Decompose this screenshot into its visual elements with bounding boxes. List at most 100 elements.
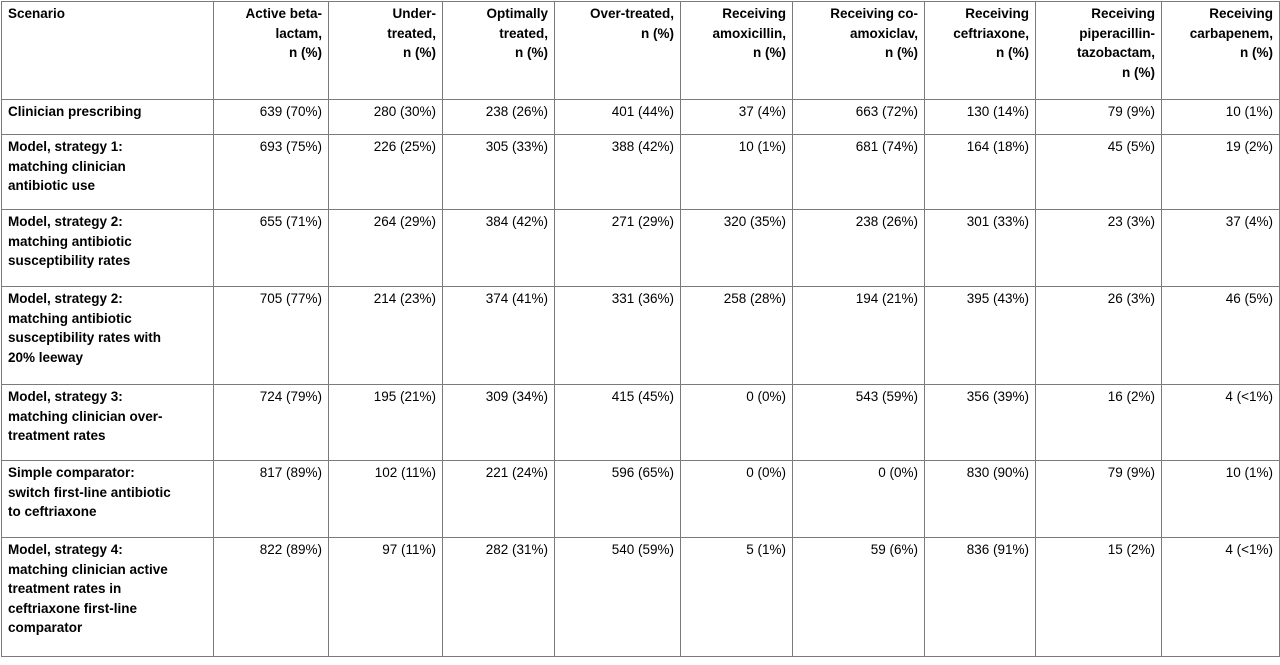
text-line: n (%) xyxy=(885,45,918,60)
text-line: antibiotic use xyxy=(8,178,96,193)
table-row: Model, strategy 1: matching clinician anti… xyxy=(1,134,1280,210)
value-cell-amox: 320 (35%) xyxy=(680,209,793,287)
value-cell-carb: 4 (<1%) xyxy=(1161,537,1280,657)
value-cell-pip: 15 (2%) xyxy=(1035,537,1162,657)
value-cell-amox: 0 (0%) xyxy=(680,384,793,461)
table-row: Clinician prescribing 639 (70%) 280 (30%) 2… xyxy=(1,99,1280,135)
value-cell-under: 280 (30%) xyxy=(328,99,443,135)
table-row: Model, strategy 2: matching antibiotic sus… xyxy=(1,286,1280,385)
text-line: matching antibiotic xyxy=(8,310,132,326)
value-cell-pip: 23 (3%) xyxy=(1035,209,1162,287)
value-cell-active: 639 (70%) xyxy=(213,99,329,135)
value-cell-coamox: 0 (0%) xyxy=(792,460,925,538)
scenario-cell: Simple comparator: switch first-line anti… xyxy=(1,460,214,538)
value-cell-optimal: 282 (31%) xyxy=(442,537,555,657)
text-line: to ceftriaxone xyxy=(8,504,97,519)
text-line: matching antibiotic xyxy=(8,233,132,249)
text-line: Active beta- xyxy=(245,6,322,21)
text-line: Clinician prescribing xyxy=(8,104,142,119)
text-line: treated, xyxy=(499,25,548,41)
text-line: n (%) xyxy=(289,45,322,60)
column-header-optimal: Optimally treated, n (%) xyxy=(442,1,555,100)
value-cell-active: 817 (89%) xyxy=(213,460,329,538)
text-line: n (%) xyxy=(641,25,674,41)
value-cell-optimal: 305 (33%) xyxy=(442,134,555,210)
text-line: comparator xyxy=(8,620,83,635)
text-line: ceftriaxone, xyxy=(953,25,1029,41)
value-cell-under: 97 (11%) xyxy=(328,537,443,657)
value-cell-active: 822 (89%) xyxy=(213,537,329,657)
value-cell-pip: 79 (9%) xyxy=(1035,99,1162,135)
value-cell-amox: 258 (28%) xyxy=(680,286,793,385)
column-header-active: Active beta-lactam, n (%) xyxy=(213,1,329,100)
value-cell-pip: 45 (5%) xyxy=(1035,134,1162,210)
text-line: Model, strategy 2: xyxy=(8,214,123,229)
text-line: matching clinician xyxy=(8,158,126,174)
table-row: Model, strategy 2: matching antibiotic sus… xyxy=(1,209,1280,287)
value-cell-optimal: 384 (42%) xyxy=(442,209,555,287)
text-line: Model, strategy 4: xyxy=(8,542,123,557)
value-cell-over: 596 (65%) xyxy=(554,460,681,538)
value-cell-optimal: 374 (41%) xyxy=(442,286,555,385)
value-cell-over: 401 (44%) xyxy=(554,99,681,135)
value-cell-under: 102 (11%) xyxy=(328,460,443,538)
value-cell-over: 540 (59%) xyxy=(554,537,681,657)
value-cell-coamox: 194 (21%) xyxy=(792,286,925,385)
text-line: Model, strategy 3: xyxy=(8,389,123,404)
scenario-cell: Clinician prescribing xyxy=(1,99,214,135)
text-line: tazobactam, xyxy=(1076,45,1155,60)
value-cell-under: 195 (21%) xyxy=(328,384,443,461)
value-cell-amox: 10 (1%) xyxy=(680,134,793,210)
value-cell-pip: 26 (3%) xyxy=(1035,286,1162,385)
value-cell-coamox: 59 (6%) xyxy=(792,537,925,657)
value-cell-coamox: 543 (59%) xyxy=(792,384,925,461)
value-cell-ceft: 836 (91%) xyxy=(924,537,1036,657)
table-row: Simple comparator: switch first-line anti… xyxy=(1,460,1280,538)
value-cell-ceft: 164 (18%) xyxy=(924,134,1036,210)
scenario-cell: Model, strategy 2: matching antibiotic sus… xyxy=(1,209,214,287)
text-line: Over-treated, xyxy=(589,6,674,21)
text-line: n (%) xyxy=(1240,45,1273,60)
scenario-cell: Model, strategy 3: matching clinician ove… xyxy=(1,384,214,461)
scenario-cell: Model, strategy 2: matching antibiotic sus… xyxy=(1,286,214,385)
value-cell-optimal: 221 (24%) xyxy=(442,460,555,538)
text-line: matching clinician over- xyxy=(8,408,163,424)
value-cell-coamox: 681 (74%) xyxy=(792,134,925,210)
text-line: n (%) xyxy=(1122,64,1155,80)
text-line: n (%) xyxy=(753,45,786,60)
text-line: matching clinician active xyxy=(8,561,168,577)
value-cell-under: 264 (29%) xyxy=(328,209,443,287)
column-header-pip: Receiving piperacillin-tazobactam, n (%) xyxy=(1035,1,1162,100)
value-cell-active: 655 (71%) xyxy=(213,209,329,287)
column-header-over: Over-treated, n (%) xyxy=(554,1,681,100)
value-cell-active: 705 (77%) xyxy=(213,286,329,385)
value-cell-amox: 37 (4%) xyxy=(680,99,793,135)
value-cell-coamox: 238 (26%) xyxy=(792,209,925,287)
value-cell-ceft: 301 (33%) xyxy=(924,209,1036,287)
text-line: susceptibility rates with xyxy=(8,330,162,345)
value-cell-over: 388 (42%) xyxy=(554,134,681,210)
value-cell-over: 271 (29%) xyxy=(554,209,681,287)
value-cell-ceft: 130 (14%) xyxy=(924,99,1036,135)
text-line: n (%) xyxy=(515,45,548,60)
value-cell-carb: 10 (1%) xyxy=(1161,99,1280,135)
column-header-scenario: Scenario xyxy=(1,1,214,100)
text-line: lactam, xyxy=(275,25,322,41)
text-line: Receiving xyxy=(965,6,1029,21)
text-line: Simple comparator: xyxy=(8,465,135,480)
text-line: treatment rates xyxy=(8,428,106,443)
text-line: Scenario xyxy=(8,6,66,21)
text-line: carbapenem, xyxy=(1189,25,1273,41)
text-line: n (%) xyxy=(403,45,436,60)
text-line: n (%) xyxy=(996,45,1029,60)
value-cell-pip: 79 (9%) xyxy=(1035,460,1162,538)
value-cell-coamox: 663 (72%) xyxy=(792,99,925,135)
value-cell-ceft: 356 (39%) xyxy=(924,384,1036,461)
text-line: Model, strategy 2: xyxy=(8,291,123,306)
text-line: amoxiclav, xyxy=(849,25,918,41)
value-cell-optimal: 309 (34%) xyxy=(442,384,555,461)
value-cell-carb: 46 (5%) xyxy=(1161,286,1280,385)
value-cell-carb: 4 (<1%) xyxy=(1161,384,1280,461)
text-line: 20% leeway xyxy=(8,349,84,365)
